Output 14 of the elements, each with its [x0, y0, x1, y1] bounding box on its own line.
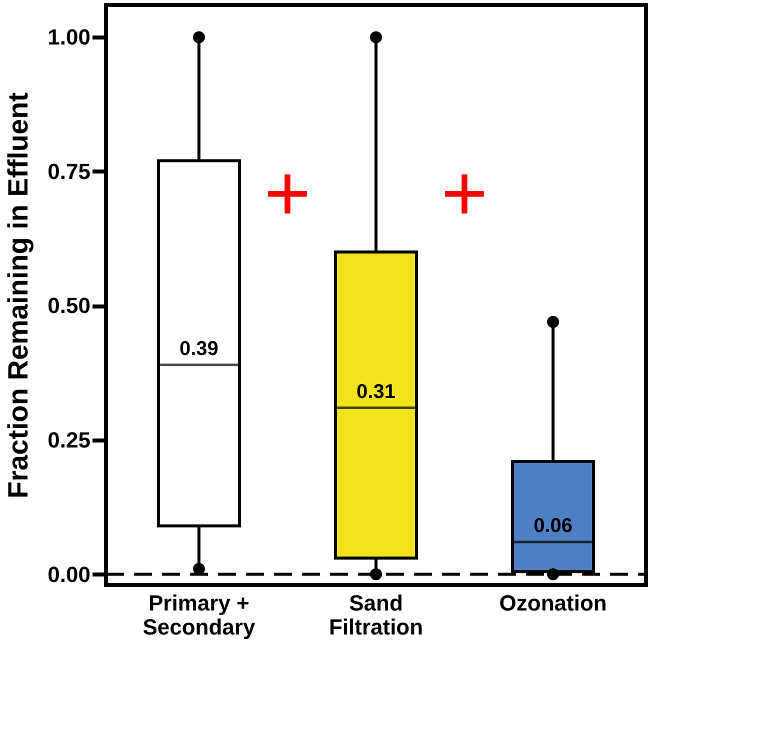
y-tick-label: 0.75 [48, 158, 90, 184]
y-axis-title: Fraction Remaining in Effluent [2, 92, 34, 499]
y-tick-label: 0.50 [48, 293, 90, 318]
x-tick-label: Sand Filtration [328, 590, 424, 640]
x-tick-label: Primary + Secondary [142, 590, 256, 640]
y-tick-label: 0.00 [48, 562, 90, 587]
annotation: + [264, 148, 311, 238]
annotation: + [441, 148, 488, 238]
y-tick-label: 1.00 [48, 24, 90, 50]
text: 0.39 [179, 338, 218, 360]
y-tick-label: 0.25 [48, 428, 90, 452]
x-tick-label: Ozonation [499, 590, 607, 616]
text: 0.31 [356, 380, 396, 403]
text: 0.06 [534, 515, 573, 538]
